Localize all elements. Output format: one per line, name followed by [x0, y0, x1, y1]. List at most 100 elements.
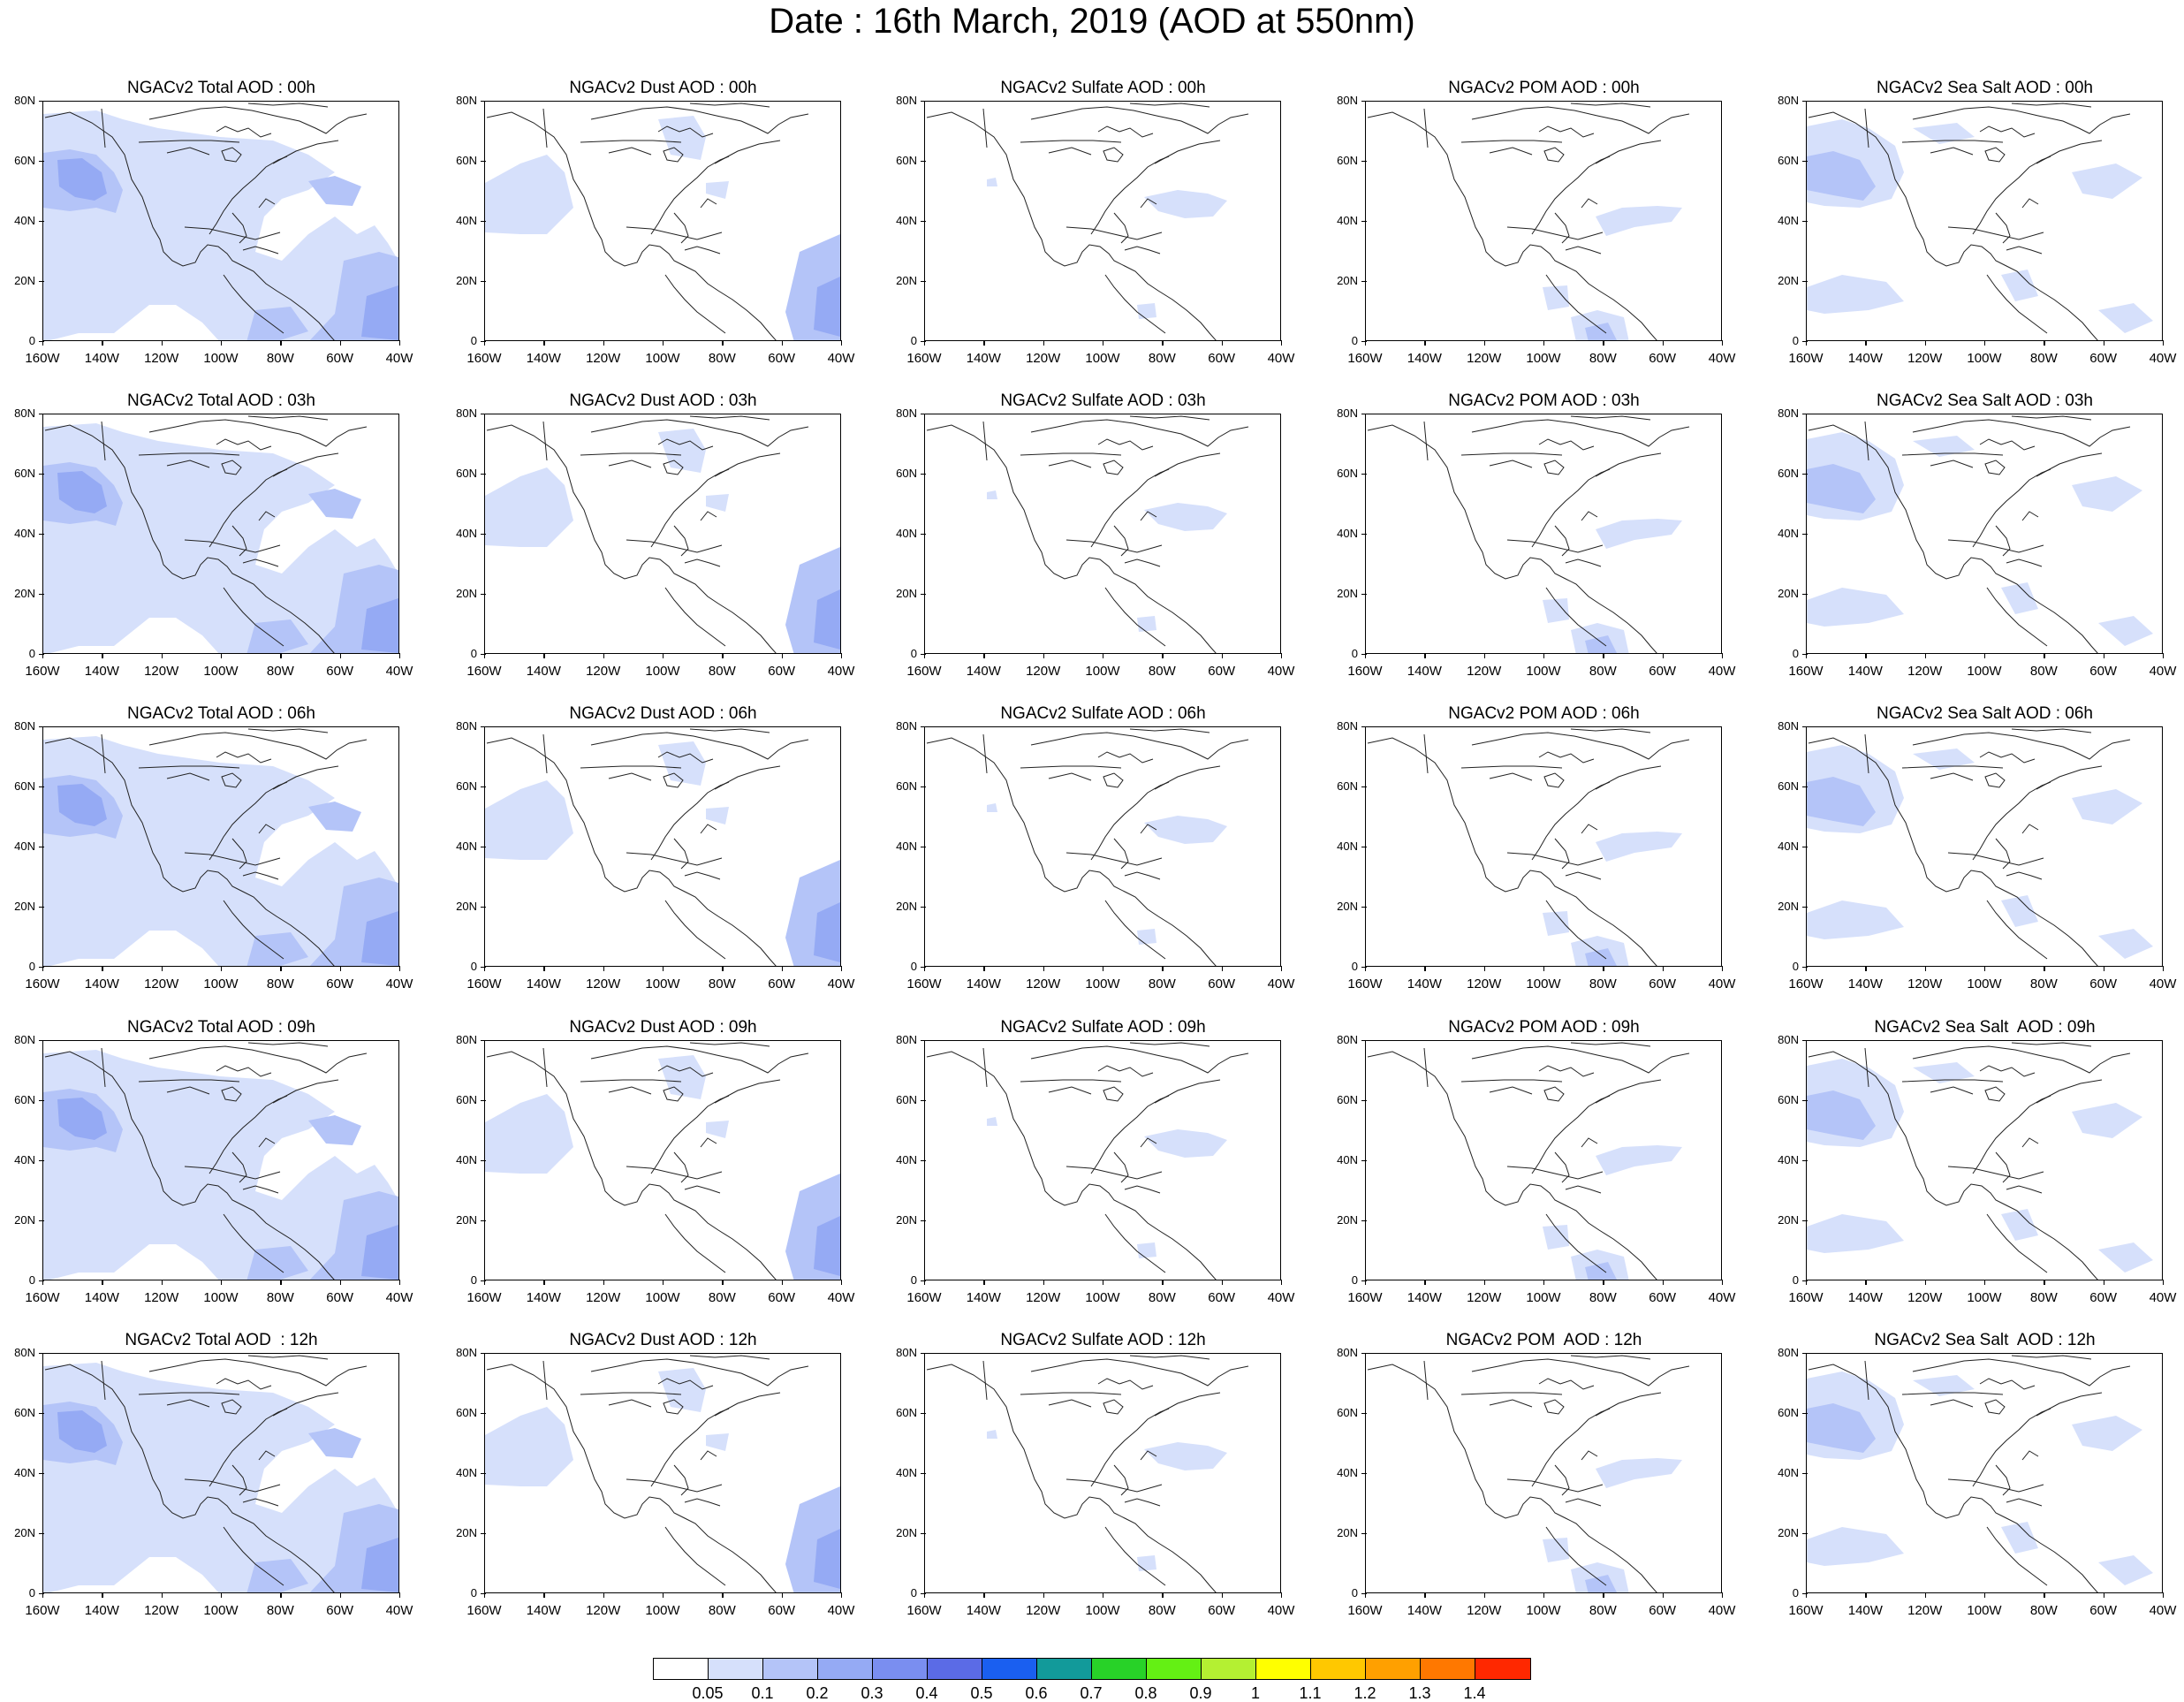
lon-tick-label: 80W [2029, 1290, 2058, 1305]
lon-tick-label: 100W [1085, 1603, 1120, 1618]
lat-tick-label: 80N [896, 719, 917, 733]
lon-tick-mark [1543, 653, 1545, 658]
coastline [1471, 106, 1690, 134]
coastline [44, 424, 335, 653]
lat-tick-label: 80N [896, 94, 917, 107]
aod-shade [2072, 476, 2142, 512]
lat-tick-label: 40N [456, 1153, 477, 1166]
lat-tick-mark [1361, 1220, 1367, 1222]
lon-tick-label: 140W [526, 1290, 561, 1305]
coastline [1471, 1358, 1690, 1387]
coastline [1581, 824, 1598, 834]
coastline [2036, 140, 2103, 164]
lon-tick-mark [722, 340, 724, 346]
lat-tick-label: 20N [456, 274, 477, 287]
lat-tick-mark [1361, 1473, 1367, 1475]
coastline [44, 111, 335, 340]
coastline [1030, 106, 1249, 134]
lon-tick-label: 80W [1589, 664, 1617, 679]
aod-shade [43, 736, 398, 966]
lat-tick-label: 40N [14, 214, 35, 227]
lon-tick-mark [1162, 966, 1164, 971]
lat-tick-label: 40N [456, 840, 477, 853]
lon-tick-label: 40W [827, 1290, 855, 1305]
coastline [684, 246, 721, 255]
lon-tick-mark [841, 966, 843, 971]
lon-tick-label: 40W [1267, 664, 1295, 679]
map-panel-pom: NGACv2 POM AOD : 00h 80N 60N 40N 20N 0 160W 140… [1323, 80, 1764, 391]
colorbar-swatch [873, 1659, 928, 1679]
lat-tick-label: 80N [456, 407, 477, 420]
coastline [2006, 246, 2043, 255]
coastline [2036, 1079, 2103, 1104]
lon-tick-label: 60W [1649, 1290, 1677, 1305]
coastline [166, 1399, 210, 1408]
coastline [608, 460, 652, 468]
aod-shade [2001, 1522, 2038, 1554]
lon-tick-label: 160W [1788, 976, 1824, 992]
coastline [2011, 1042, 2092, 1047]
coastline [1595, 1079, 1662, 1104]
map-plot [484, 414, 841, 654]
lat-tick-label: 40N [14, 840, 35, 853]
coastline [1595, 452, 1662, 477]
lat-tick-mark [921, 474, 926, 475]
aod-shade [1807, 151, 1876, 201]
coastline [1104, 900, 1166, 960]
lat-tick-label: 20N [896, 900, 917, 913]
coastline [1995, 838, 2011, 870]
coastline [1460, 140, 1563, 143]
lat-tick-label: 40N [456, 1466, 477, 1479]
coastline [1531, 1408, 1611, 1487]
coastline [247, 1355, 329, 1360]
aod-shade [1913, 436, 1975, 457]
coastline [1930, 772, 1974, 781]
lat-tick-mark [39, 1413, 44, 1415]
coastline [1538, 1065, 1595, 1077]
lon-tick-mark [781, 340, 783, 346]
lon-tick-mark [983, 1592, 985, 1598]
coastline [258, 824, 276, 834]
aod-shade [706, 494, 729, 512]
coastline [1471, 419, 1690, 447]
lon-tick-mark [1865, 1280, 1867, 1285]
aod-map [1367, 728, 1690, 966]
lat-tick-label: 20N [1778, 587, 1799, 600]
colorbar-label: 1.4 [1463, 1684, 1486, 1702]
lat-tick-label: 20N [1778, 900, 1799, 913]
lon-tick-mark [161, 653, 163, 658]
coastline [1901, 452, 2004, 456]
lon-tick-mark [1281, 340, 1283, 346]
coastline [1065, 852, 1163, 866]
coastline [982, 733, 988, 774]
coastline [1065, 226, 1163, 240]
aod-shade [658, 1368, 706, 1412]
lon-tick-label: 100W [1967, 1290, 2002, 1305]
coastline [542, 421, 548, 461]
aod-shade [1807, 464, 1876, 513]
coastline [673, 212, 689, 244]
lat-tick-label: 0 [1351, 960, 1358, 973]
lat-tick-label: 20N [456, 1213, 477, 1227]
aod-shade [361, 285, 398, 340]
coastline [2006, 558, 2043, 567]
lat-tick-mark [1361, 786, 1367, 788]
coastline [626, 1478, 723, 1493]
lon-tick-mark [280, 966, 282, 971]
lon-tick-mark [1603, 1592, 1604, 1598]
coastline [1020, 765, 1122, 769]
lat-tick-mark [921, 1593, 926, 1595]
lat-tick-mark [921, 907, 926, 908]
map-plot [1806, 1040, 2163, 1280]
lat-tick-mark [39, 1100, 44, 1102]
lat-tick-label: 40N [1337, 1153, 1358, 1166]
lat-tick-mark [481, 1220, 486, 1222]
lon-tick-label: 140W [84, 1290, 119, 1305]
map-panel-total: NGACv2 Total AOD : 06h 80N 60N 40N 20N 0 160W 1… [0, 705, 442, 1016]
coastline [1972, 468, 2051, 548]
coastline [1104, 587, 1166, 647]
lat-tick-mark [481, 1160, 486, 1162]
aod-shade [2001, 895, 2038, 927]
lat-tick-label: 80N [1778, 1033, 1799, 1046]
lon-tick-label: 140W [1407, 351, 1442, 366]
